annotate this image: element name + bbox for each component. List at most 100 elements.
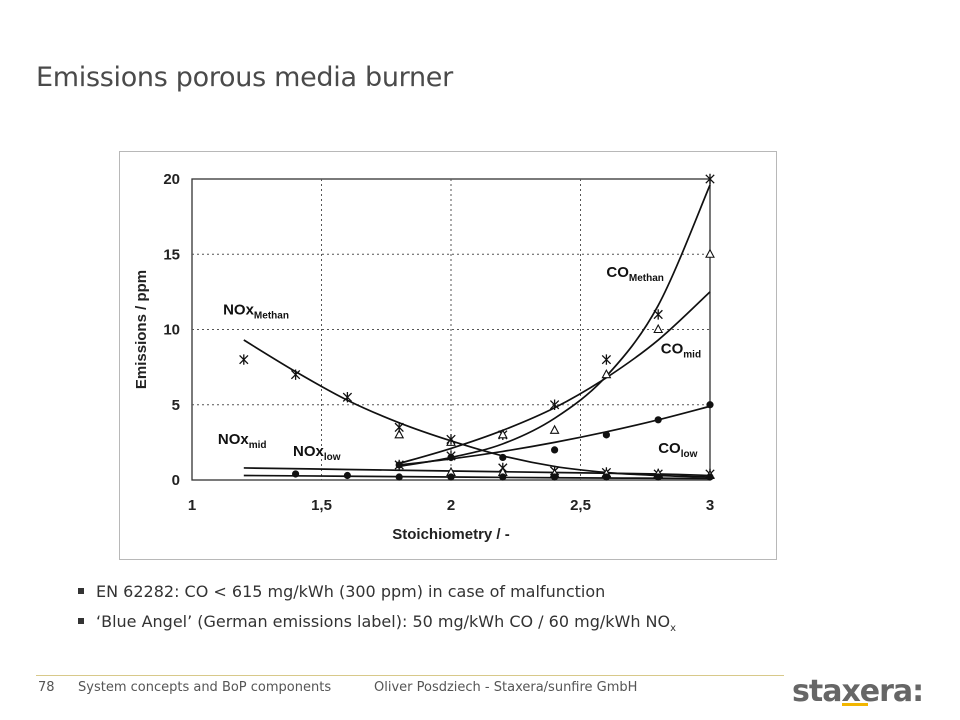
chart-frame: 1 1,5 2 2,5 3 0 5 10 15 20 Stoichiometry / - Emissi… [119, 151, 777, 560]
bullet-subscript: x [670, 623, 677, 635]
data-point-nox-low [654, 473, 662, 481]
series-label-co-mid: COmid [661, 341, 701, 361]
series-label-nox-mid: NOxmid [218, 431, 267, 451]
data-point-nox-low-shape [499, 473, 507, 481]
y-axis-label: Emissions / ppm [133, 270, 150, 389]
data-point-co-methan [705, 173, 715, 185]
data-point-nox-low [395, 473, 403, 481]
data-point-co-low [706, 401, 714, 409]
data-point-nox-methan [239, 354, 249, 365]
data-point-co-mid-shape [601, 368, 612, 379]
data-point-nox-methan-shape [239, 354, 249, 365]
data-point-co-mid-shape [497, 429, 508, 439]
data-point-nox-methan [290, 369, 301, 380]
data-point-nox-low-shape [654, 473, 662, 481]
series-label-sub: Methan [629, 273, 664, 284]
data-point-nox-methan [342, 392, 353, 403]
logo-accent-bar [842, 703, 868, 706]
data-point-nox-low-shape [447, 473, 455, 481]
staxera-logo: staxera: [792, 674, 924, 709]
data-point-co-mid-shape [394, 429, 405, 439]
data-point-co-low-shape [602, 431, 610, 439]
data-point-nox-low [343, 471, 351, 480]
data-point-nox-methan [394, 422, 404, 433]
data-point-co-mid [497, 429, 508, 439]
data-point-co-methan-shape [705, 173, 715, 185]
series-label-sub: mid [249, 440, 267, 451]
data-point-nox-methan-shape [290, 369, 301, 380]
x-tick-label: 1 [188, 497, 196, 514]
series-label-name: CO [661, 341, 684, 358]
y-tick-label: 10 [163, 322, 180, 339]
data-point-co-methan-shape [653, 309, 663, 320]
data-point-nox-low-shape [602, 473, 610, 481]
x-tick-label: 2,5 [570, 497, 591, 514]
y-tick-label: 15 [163, 246, 180, 263]
series-label-sub: low [324, 452, 341, 463]
data-point-co-low-shape [447, 453, 455, 462]
bullet-text: ‘Blue Angel’ (German emissions label): 5… [96, 612, 671, 631]
series-label-sub: mid [683, 350, 701, 361]
series-label-sub: Methan [254, 310, 289, 321]
data-point-nox-low-shape [343, 471, 351, 480]
x-tick-label: 1,5 [311, 497, 332, 514]
y-tick-label: 5 [172, 397, 180, 414]
data-point-co-low-shape [551, 446, 559, 454]
series-label-name: NOx [223, 301, 255, 318]
bullet-text: EN 62282: CO < 615 mg/kWh (300 ppm) in c… [96, 582, 606, 601]
fit-curve-co-mid [398, 291, 711, 465]
data-point-nox-low-shape [551, 473, 559, 481]
data-point-co-low [551, 446, 559, 454]
data-point-nox-low [602, 473, 610, 481]
data-point-nox-methan-shape [342, 392, 353, 403]
emissions-chart: 1 1,5 2 2,5 3 0 5 10 15 20 Stoichiometry / - Emissi… [133, 171, 715, 543]
data-point-nox-low [706, 473, 714, 481]
y-tick-label: 0 [172, 472, 180, 489]
data-point-co-low-shape [654, 416, 662, 424]
data-point-nox-methan-shape [446, 434, 456, 445]
data-point-co-methan [653, 309, 663, 320]
footer-divider [36, 675, 784, 676]
series-label-nox-low: NOxlow [293, 443, 341, 463]
data-point-nox-low [447, 473, 455, 481]
data-point-co-mid-shape [549, 424, 560, 434]
data-point-co-mid [394, 429, 405, 439]
data-point-co-low-shape [706, 401, 714, 409]
page-number: 78 [38, 680, 55, 695]
data-point-nox-low [292, 470, 300, 478]
data-point-nox-methan [446, 434, 456, 445]
x-tick-label: 3 [706, 497, 714, 514]
data-point-co-mid-shape [705, 248, 715, 258]
data-point-co-low-shape [395, 461, 403, 469]
data-point-nox-methan-shape [394, 422, 404, 433]
series-label-name: NOx [293, 443, 325, 460]
data-point-nox-low-shape [706, 473, 714, 481]
series-label-co-low: COlow [658, 440, 697, 460]
data-point-co-low [395, 461, 403, 469]
series-label-name: NOx [218, 431, 250, 448]
bullet-item: ‘Blue Angel’ (German emissions label): 5… [78, 610, 676, 640]
data-point-nox-low-shape [395, 473, 403, 481]
series-label-nox-methan: NOxMethan [223, 301, 289, 321]
data-point-co-low [654, 416, 662, 424]
data-point-nox-low-shape [292, 470, 300, 478]
slide-title: Emissions porous media burner [36, 62, 453, 93]
bullet-list: EN 62282: CO < 615 mg/kWh (300 ppm) in c… [78, 580, 676, 640]
data-point-co-mid [601, 368, 612, 379]
data-point-co-mid [653, 323, 664, 334]
data-point-co-methan-shape [601, 354, 612, 365]
footer-section: System concepts and BoP components [78, 680, 332, 695]
data-point-co-mid-shape [653, 323, 664, 334]
data-point-co-mid [549, 424, 560, 434]
footer-author: Oliver Posdziech - Staxera/sunfire GmbH [374, 680, 638, 695]
x-tick-label: 2 [447, 497, 455, 514]
series-label-sub: low [681, 449, 698, 460]
data-point-co-mid [705, 248, 715, 258]
data-point-co-low [447, 453, 455, 462]
data-point-nox-low [551, 473, 559, 481]
series-label-co-methan: COMethan [606, 264, 664, 284]
series-label-name: CO [606, 264, 629, 281]
data-point-co-methan [601, 354, 612, 365]
data-point-co-low [602, 431, 610, 439]
bullet-item: EN 62282: CO < 615 mg/kWh (300 ppm) in c… [78, 580, 676, 610]
